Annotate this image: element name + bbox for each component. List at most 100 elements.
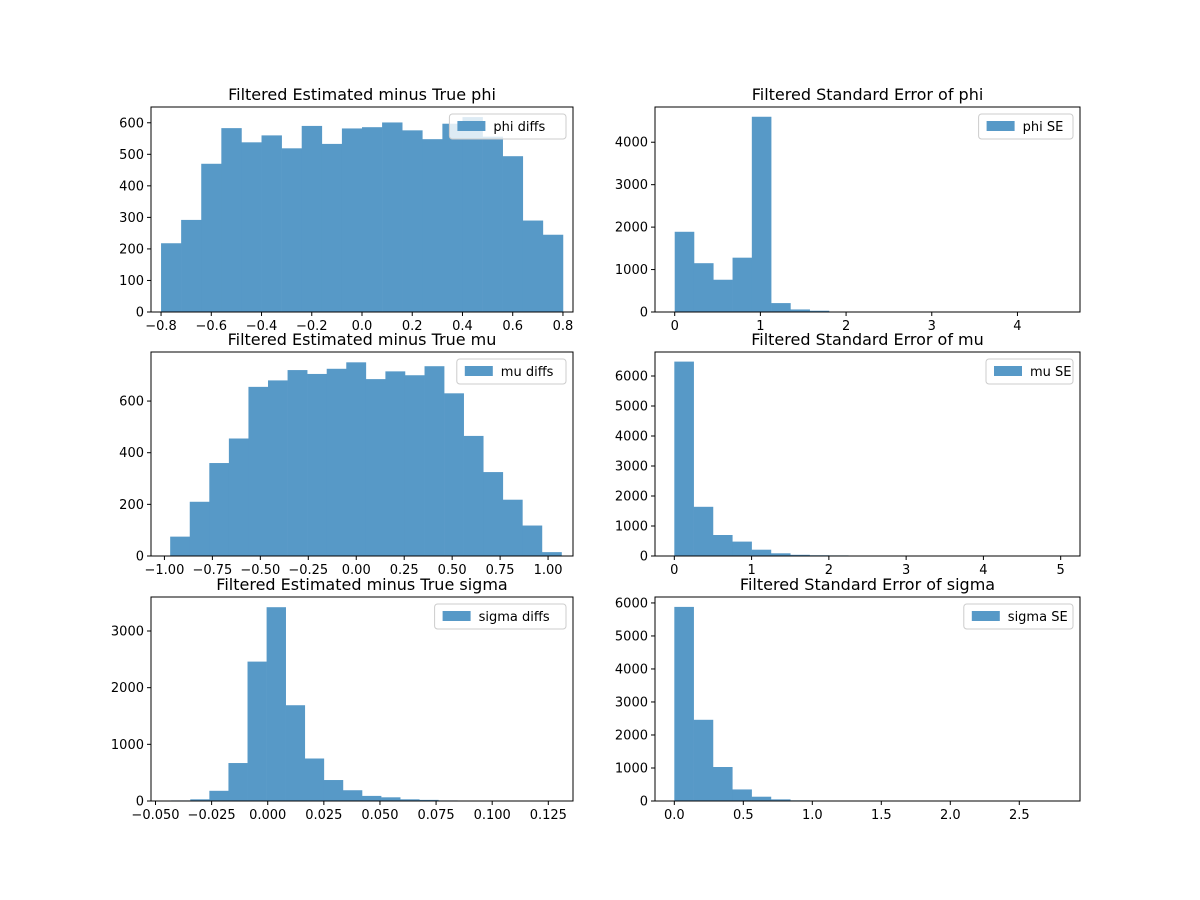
chart-title: Filtered Standard Error of mu: [751, 330, 984, 349]
x-tick-label: 0.0: [664, 808, 685, 823]
histogram-bar: [201, 163, 222, 312]
histogram-bar: [342, 790, 363, 801]
y-tick-label: 200: [119, 498, 144, 513]
y-tick-label: 4000: [615, 662, 648, 677]
chart-title: Filtered Standard Error of phi: [752, 85, 984, 104]
histogram-bar: [209, 790, 229, 801]
histogram-bar: [268, 380, 288, 556]
histogram-bar: [712, 535, 733, 556]
histogram-bar: [385, 371, 406, 556]
subplot-3: −1.00 −0.75 −0.50 −0.25 0.00 0.25 0.50 0.75 1.00…: [119, 330, 574, 578]
histogram-bar: [266, 607, 286, 801]
histogram-bar: [462, 117, 483, 312]
histogram-bar: [674, 361, 694, 556]
histogram-bar: [422, 139, 443, 312]
y-tick-label: 400: [119, 179, 144, 194]
legend: sigma SE: [963, 603, 1074, 630]
histogram-bar: [771, 303, 791, 312]
x-tick-label: 0.050: [361, 808, 398, 823]
histogram-bar: [301, 125, 323, 312]
x-tick-label: 0.2: [402, 319, 423, 334]
histogram-bar: [674, 231, 695, 312]
axes-frame: [654, 351, 1081, 557]
y-tick-label: 300: [119, 211, 144, 226]
histogram-bar: [365, 379, 386, 556]
x-tick-label: −0.050: [131, 808, 179, 823]
x-tick-label: 3: [902, 563, 910, 578]
y-tick-label: 600: [119, 116, 144, 131]
histogram-bar: [732, 257, 753, 312]
x-tick-label: 0.025: [305, 808, 342, 823]
x-tick-label: 0.100: [474, 808, 511, 823]
legend-label: phi diffs: [493, 120, 545, 135]
histogram-bar: [502, 156, 524, 312]
x-tick-label: 4: [1013, 319, 1021, 334]
x-tick-label: 0.8: [553, 319, 574, 334]
histogram-bar: [751, 116, 772, 312]
legend-swatch: [442, 611, 471, 621]
legend-label: mu diffs: [501, 365, 554, 380]
chart-title: Filtered Estimated minus True sigma: [216, 575, 507, 594]
y-tick-label: 3000: [615, 178, 648, 193]
legend: mu diffs: [456, 358, 567, 385]
x-tick-label: 0.000: [249, 808, 286, 823]
y-tick-label: 3000: [615, 695, 648, 710]
histogram-bar: [732, 541, 752, 556]
x-tick-label: 0.125: [530, 808, 567, 823]
x-tick-label: 0: [670, 563, 678, 578]
x-tick-label: −0.50: [240, 563, 280, 578]
axes-frame: [654, 106, 1081, 313]
subplot-5: −0.050 −0.025 0.000 0.025 0.050 0.075 0.100 0.1…: [111, 575, 574, 823]
histogram-bar: [304, 758, 325, 801]
histogram-bar: [170, 536, 191, 556]
histogram-bar: [341, 128, 363, 312]
histogram-bar: [542, 234, 564, 312]
histogram-bar: [346, 362, 367, 556]
y-tick-label: 5000: [615, 629, 648, 644]
x-tick-label: −0.2: [296, 319, 328, 334]
y-tick-label: 2000: [111, 681, 144, 696]
histogram-bar: [228, 438, 249, 556]
histogram-bar: [770, 553, 791, 556]
x-tick-label: −0.6: [195, 319, 227, 334]
legend: phi SE: [978, 113, 1074, 140]
histogram-bar: [362, 795, 382, 801]
x-tick-label: 0: [671, 319, 679, 334]
histogram-bar: [189, 501, 210, 556]
histogram-bar: [522, 525, 543, 556]
legend: sigma diffs: [434, 603, 567, 630]
legend-box: [448, 113, 567, 140]
histogram-bar: [404, 375, 425, 556]
histogram-bar: [402, 130, 423, 312]
histogram-bar: [482, 136, 503, 312]
histogram-bar: [382, 122, 403, 312]
histogram-bar: [712, 767, 733, 801]
chart-title: Filtered Estimated minus True mu: [228, 330, 497, 349]
x-tick-label: 3: [928, 319, 936, 334]
histogram-bar: [161, 243, 182, 312]
subplot-1: −0.8 −0.6 −0.4 −0.2 0.0 0.2 0.4 0.6 0.8 0 100 200 30…: [119, 85, 574, 334]
histogram-bar: [281, 148, 303, 312]
legend-box: [963, 603, 1074, 630]
histogram-bar: [770, 799, 791, 801]
histogram-bar: [326, 368, 347, 556]
histogram-bar: [190, 799, 210, 801]
histogram-bar: [790, 309, 810, 312]
x-tick-label: 0.75: [486, 563, 515, 578]
histogram-bar: [228, 763, 248, 801]
histogram-bar: [424, 366, 445, 556]
histogram-bar: [362, 127, 383, 312]
x-tick-label: 0.6: [502, 319, 523, 334]
y-tick-label: 0: [640, 795, 648, 810]
y-tick-label: 2000: [615, 728, 648, 743]
x-tick-label: −0.4: [246, 319, 278, 334]
x-tick-label: 4: [979, 563, 987, 578]
x-tick-label: 0.4: [452, 319, 473, 334]
histogram-bar: [248, 386, 269, 556]
histogram-bar: [674, 606, 694, 801]
histogram-bar: [442, 123, 463, 312]
y-tick-label: 0: [136, 795, 144, 810]
legend: phi diffs: [448, 113, 567, 140]
histogram-bar: [321, 143, 343, 312]
legend-box: [434, 603, 567, 630]
